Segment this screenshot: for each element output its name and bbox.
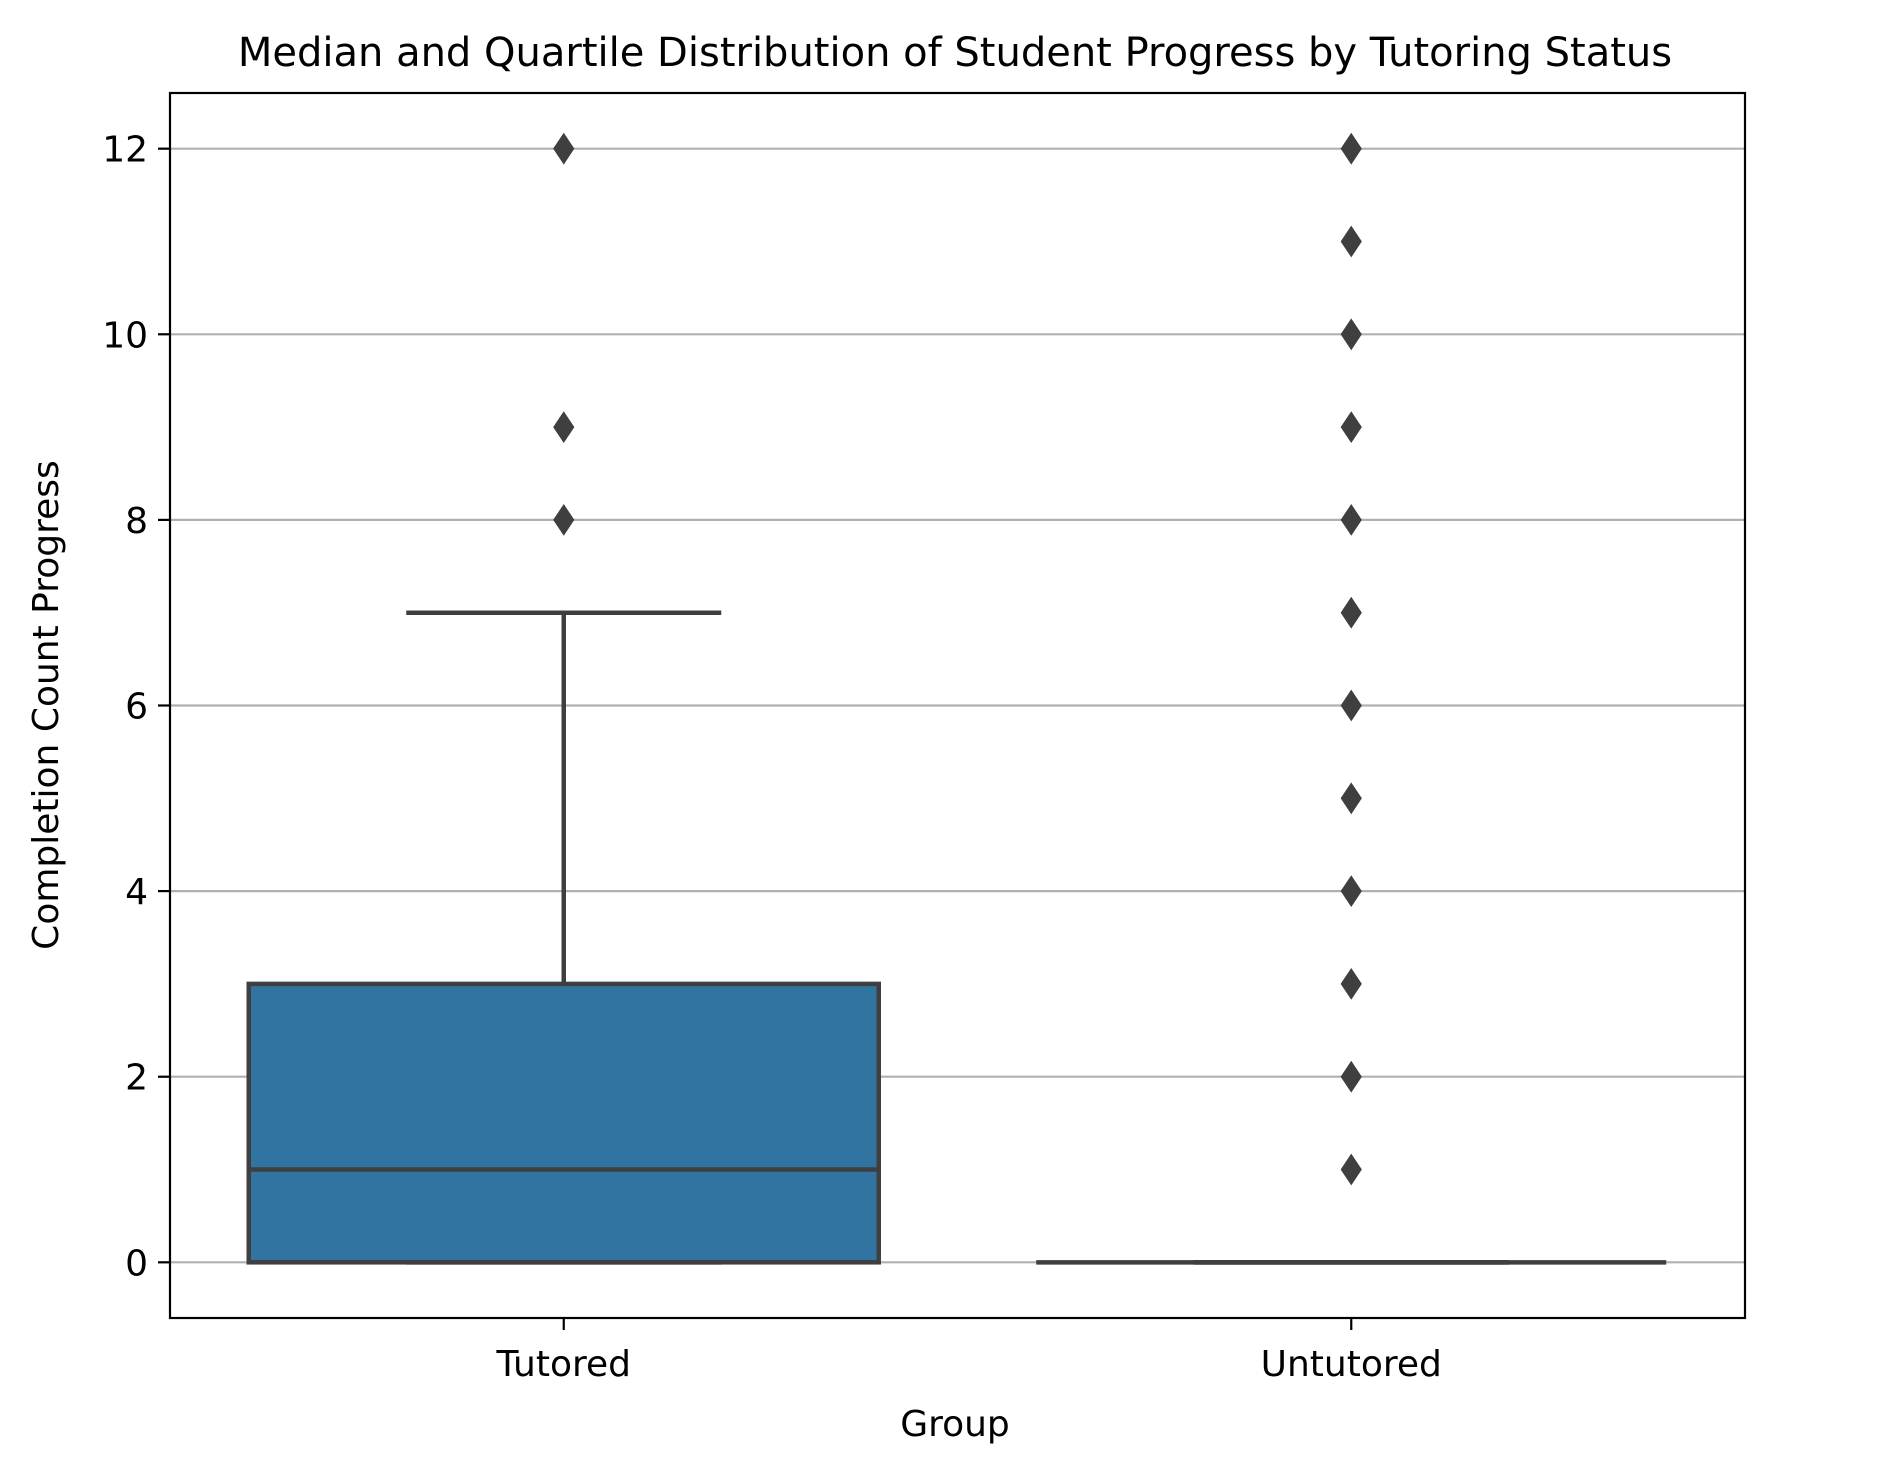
outlier-point [1340, 411, 1362, 443]
outlier-point [1340, 875, 1362, 908]
outlier-point [1340, 968, 1362, 1000]
outlier-point [1340, 689, 1362, 722]
x-axis-label: Group [900, 1404, 1010, 1445]
x-axis-ticks: Tutored Untutored [496, 1318, 1442, 1385]
boxes [246, 610, 1667, 1265]
y-tick-label: 8 [125, 501, 148, 542]
outliers [553, 132, 1362, 1186]
y-tick-label: 12 [102, 130, 148, 171]
outlier-point [553, 132, 575, 165]
y-tick-label: 6 [125, 687, 148, 728]
y-axis-ticks: 0 2 4 6 8 10 12 [102, 130, 170, 1284]
y-axis-label: Completion Count Progress [26, 460, 67, 950]
outlier-point [1340, 503, 1362, 536]
y-tick-label: 0 [125, 1243, 148, 1284]
y-tick-label: 10 [102, 315, 148, 356]
outlier-point [553, 503, 575, 536]
outlier-point [1340, 132, 1362, 165]
x-tick-label: Tutored [496, 1344, 632, 1385]
outlier-point [1340, 1153, 1362, 1186]
outlier-point [1340, 596, 1362, 629]
outlier-point [1340, 1060, 1362, 1093]
chart-title: Median and Quartile Distribution of Stud… [238, 30, 1672, 76]
outlier-point [553, 411, 575, 443]
outlier-point [1340, 318, 1362, 351]
outlier-point [1340, 225, 1362, 258]
x-tick-label: Untutored [1261, 1344, 1442, 1385]
iqr-box [246, 981, 881, 1265]
box-group-tutored [246, 610, 881, 1265]
y-tick-label: 2 [125, 1058, 148, 1099]
y-tick-label: 4 [125, 872, 148, 913]
outlier-point [1340, 782, 1362, 815]
